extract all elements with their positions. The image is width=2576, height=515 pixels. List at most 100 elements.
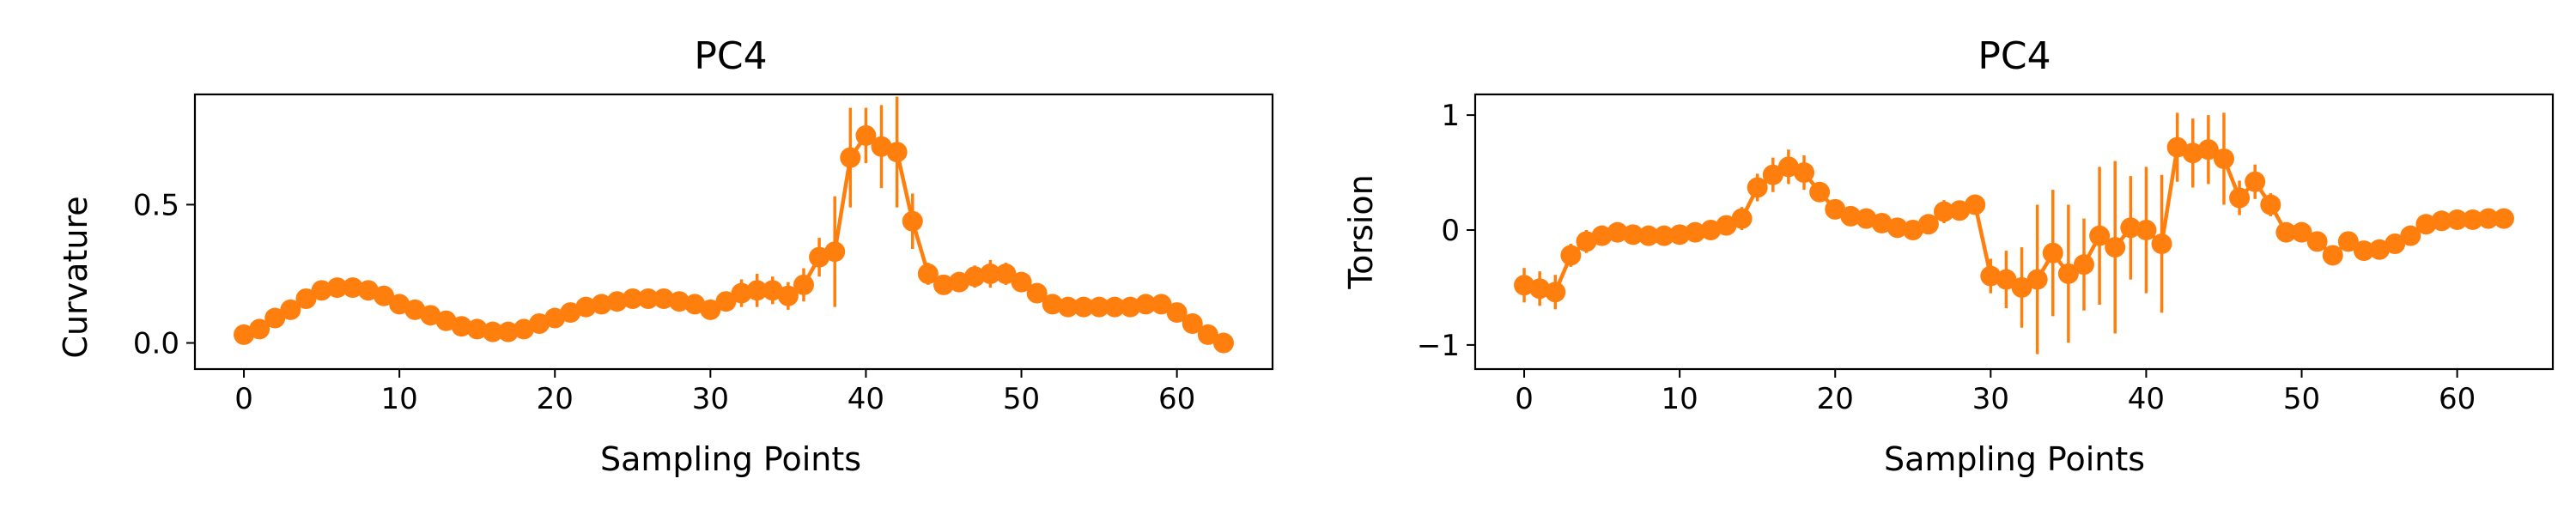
torsion-data-point — [2245, 171, 2266, 192]
torsion-y-ticks: −1 0 1 — [1417, 99, 1475, 363]
torsion-data-point — [2322, 245, 2343, 266]
curvature-data-point — [964, 266, 986, 288]
curvature-data-point — [886, 142, 908, 163]
curvature-data-point — [840, 147, 861, 168]
curvature-y-axis-label: Curvature — [57, 196, 94, 358]
torsion-data-point — [2120, 217, 2142, 239]
torsion-data-point — [1669, 224, 1691, 245]
curvature-data-point — [746, 280, 768, 301]
curvature-y-tick-label: 0.0 — [133, 327, 179, 361]
curvature-data-point — [404, 299, 426, 320]
torsion-data-point — [1965, 194, 1986, 215]
torsion-data-point — [2415, 214, 2437, 235]
curvature-data-point — [374, 285, 395, 306]
curvature-data-point — [591, 294, 612, 315]
curvature-panel: PC4 Curvature Sampling Points 0 10 20 30 40 5… — [57, 34, 1274, 478]
torsion-x-tick-label: 0 — [1515, 382, 1534, 416]
torsion-data-point — [2446, 209, 2468, 230]
curvature-data-point — [995, 263, 1017, 284]
torsion-y-tick-label: 1 — [1441, 99, 1460, 133]
curvature-data-point — [715, 291, 737, 312]
torsion-data-point — [2493, 208, 2514, 229]
torsion-data-point — [1856, 208, 1877, 229]
curvature-data-point — [622, 288, 643, 309]
curvature-x-tick-label: 40 — [848, 382, 884, 416]
curvature-data-point — [793, 274, 814, 295]
torsion-data-point — [2291, 221, 2312, 243]
curvature-data-point — [1166, 302, 1188, 324]
curvature-data-point — [311, 280, 332, 301]
curvature-chart-title: PC4 — [694, 34, 767, 78]
curvature-plot-frame — [193, 93, 1274, 371]
torsion-data-point — [2011, 276, 2032, 298]
torsion-data-point — [2385, 233, 2406, 255]
torsion-plot-frame — [1473, 93, 2555, 371]
torsion-data-point — [1902, 219, 1923, 240]
torsion-data-point — [1700, 219, 1722, 240]
curvature-data-point — [762, 280, 783, 301]
torsion-data-point — [1934, 201, 1955, 222]
torsion-data-point — [1514, 275, 1535, 296]
torsion-data-point — [1840, 205, 1862, 227]
torsion-panel: PC4 Torsion Sampling Points 0 10 20 30 40 50 6… — [1342, 34, 2555, 478]
torsion-data-point — [2026, 269, 2048, 290]
torsion-data-point — [2306, 231, 2328, 252]
curvature-x-tick-label: 0 — [234, 382, 253, 416]
curvature-series-markers — [234, 124, 1234, 354]
curvature-data-point — [295, 288, 317, 309]
curvature-data-point — [326, 277, 348, 299]
torsion-data-point — [2369, 239, 2391, 260]
torsion-data-point — [2400, 225, 2421, 246]
torsion-x-tick-label: 40 — [2128, 382, 2165, 416]
curvature-data-point — [1197, 324, 1218, 345]
torsion-data-point — [2089, 225, 2111, 246]
curvature-data-point — [731, 282, 752, 304]
torsion-data-point — [1529, 278, 1551, 300]
torsion-data-point — [2353, 240, 2374, 262]
curvature-data-point — [1011, 271, 1032, 293]
curvature-data-point — [606, 291, 628, 312]
torsion-data-point — [2105, 237, 2126, 258]
curvature-data-point — [1151, 294, 1172, 315]
curvature-data-point — [280, 299, 301, 320]
torsion-data-point — [2213, 148, 2234, 169]
torsion-data-point — [2431, 210, 2452, 232]
curvature-data-point — [637, 288, 659, 309]
curvature-data-point — [544, 307, 566, 329]
torsion-data-point — [1731, 208, 1753, 229]
curvature-data-point — [933, 274, 954, 295]
torsion-data-point — [2166, 136, 2188, 158]
curvature-data-point — [902, 210, 923, 232]
torsion-data-point — [1591, 225, 1613, 246]
curvature-data-point — [482, 321, 503, 342]
torsion-data-point — [1607, 221, 1628, 243]
torsion-series-markers — [1514, 136, 2514, 303]
curvature-y-ticks: 0.0 0.5 — [133, 188, 195, 361]
torsion-data-point — [2057, 263, 2079, 284]
torsion-data-point — [1716, 215, 1737, 236]
curvature-data-point — [249, 318, 270, 340]
torsion-y-tick-label: −1 — [1417, 329, 1460, 363]
torsion-data-point — [1917, 214, 1939, 235]
curvature-data-point — [949, 271, 970, 293]
torsion-data-point — [2197, 139, 2219, 161]
torsion-data-point — [1560, 245, 1582, 266]
curvature-x-axis-label: Sampling Points — [600, 440, 861, 478]
torsion-data-point — [1996, 269, 2017, 290]
curvature-data-point — [1135, 294, 1157, 315]
torsion-data-point — [2151, 233, 2172, 255]
curvature-data-point — [342, 277, 363, 299]
curvature-data-point — [1042, 294, 1063, 315]
curvature-data-point — [357, 280, 379, 301]
torsion-data-point — [1777, 156, 1799, 178]
curvature-x-tick-label: 20 — [537, 382, 574, 416]
torsion-data-point — [2182, 142, 2203, 164]
torsion-data-point — [1622, 224, 1643, 245]
torsion-data-point — [2229, 187, 2251, 209]
curvature-data-point — [575, 296, 597, 318]
curvature-data-point — [234, 324, 255, 345]
curvature-data-point — [1104, 296, 1126, 318]
torsion-data-point — [1654, 225, 1675, 246]
torsion-chart-title: PC4 — [1978, 34, 2050, 78]
curvature-data-point — [513, 318, 535, 340]
